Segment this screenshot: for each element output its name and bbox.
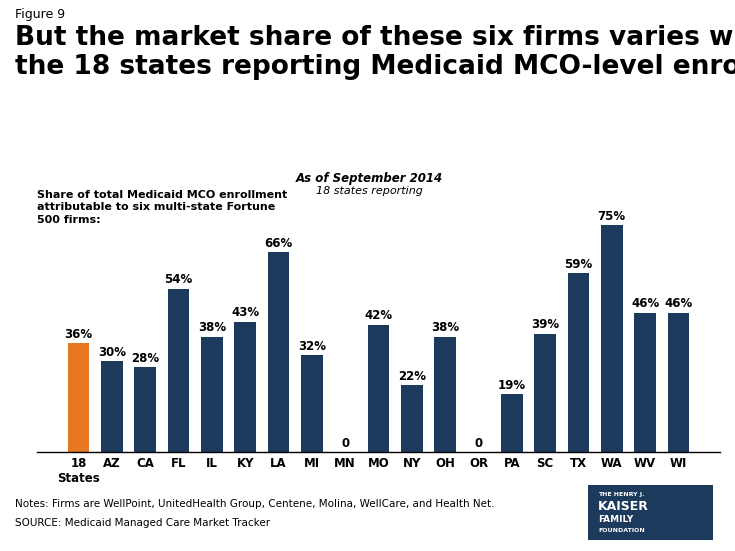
Bar (634, 313, 656, 452)
Text: 22%: 22% (398, 370, 426, 383)
Bar (368, 325, 390, 452)
Bar (601, 225, 623, 452)
Text: 0: 0 (474, 437, 483, 450)
Text: 38%: 38% (431, 321, 459, 334)
Text: 0: 0 (341, 437, 349, 450)
Bar (168, 289, 190, 452)
Text: 59%: 59% (564, 258, 592, 271)
Bar (534, 334, 556, 452)
Text: 43%: 43% (232, 306, 259, 320)
Text: Figure 9: Figure 9 (15, 8, 65, 21)
Text: 19%: 19% (498, 379, 526, 392)
Text: 46%: 46% (664, 298, 692, 310)
Bar (567, 273, 589, 452)
Bar (68, 343, 90, 452)
Bar (234, 322, 256, 452)
Text: THE HENRY J.: THE HENRY J. (598, 492, 645, 498)
Text: FAMILY: FAMILY (598, 515, 634, 523)
Text: 66%: 66% (265, 237, 293, 250)
Text: KAISER: KAISER (598, 500, 649, 514)
Text: 38%: 38% (198, 321, 226, 334)
Bar (667, 313, 689, 452)
Text: Notes: Firms are WellPoint, UnitedHealth Group, Centene, Molina, WellCare, and H: Notes: Firms are WellPoint, UnitedHealth… (15, 499, 494, 509)
Text: 28%: 28% (132, 352, 159, 365)
Text: FOUNDATION: FOUNDATION (598, 527, 645, 533)
Bar (401, 385, 423, 452)
Text: Share of total Medicaid MCO enrollment
attributable to six multi-state Fortune
5: Share of total Medicaid MCO enrollment a… (37, 190, 287, 225)
Text: But the market share of these six firms varies widely across
the 18 states repor: But the market share of these six firms … (15, 25, 735, 80)
Text: 39%: 39% (531, 318, 559, 332)
Bar (301, 355, 323, 452)
Bar (135, 367, 156, 452)
Text: 32%: 32% (298, 339, 326, 353)
Bar (434, 337, 456, 452)
Text: 42%: 42% (365, 310, 392, 322)
Text: 30%: 30% (98, 345, 126, 359)
Bar (268, 252, 290, 452)
Bar (201, 337, 223, 452)
Text: 46%: 46% (631, 298, 659, 310)
Text: As of September 2014: As of September 2014 (295, 171, 443, 185)
Text: 75%: 75% (598, 209, 625, 223)
Text: 18 states reporting: 18 states reporting (316, 186, 423, 196)
Text: SOURCE: Medicaid Managed Care Market Tracker: SOURCE: Medicaid Managed Care Market Tra… (15, 518, 270, 528)
Bar (501, 395, 523, 452)
Bar (101, 361, 123, 452)
Text: 36%: 36% (65, 327, 93, 341)
Text: 54%: 54% (165, 273, 193, 286)
